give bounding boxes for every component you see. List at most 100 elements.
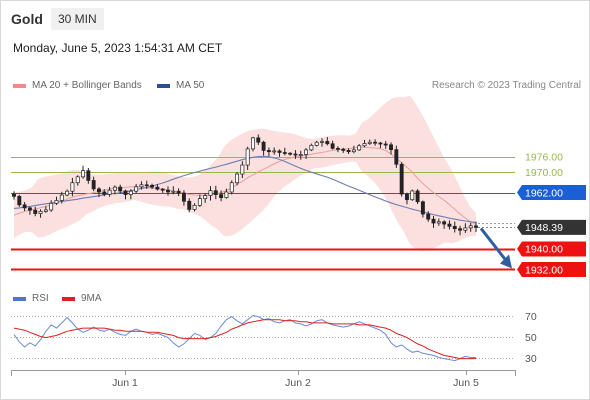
candle <box>341 147 346 153</box>
candle-body-up <box>70 182 75 192</box>
candle <box>240 161 245 179</box>
legend-bollinger: MA 20 + Bollinger Bands <box>13 80 142 91</box>
candle <box>144 180 149 190</box>
candle-body-up <box>351 149 356 153</box>
candle <box>346 148 351 154</box>
candle <box>123 189 128 200</box>
candle-body-up <box>224 191 229 198</box>
research-credit: Research © 2023 Trading Central <box>431 80 581 91</box>
candle <box>81 165 85 179</box>
legend-ma50: MA 50 <box>157 80 204 91</box>
candle <box>367 139 372 145</box>
candle-body-down <box>383 143 388 146</box>
candle-body-up <box>235 173 239 184</box>
pivot-level-label: 1962.00 <box>525 187 563 199</box>
candle <box>468 222 473 232</box>
candle <box>320 138 324 147</box>
candle-body-down <box>346 150 351 153</box>
candle-body-up <box>208 190 213 196</box>
candle-body-up <box>112 186 117 191</box>
candle-body-down <box>399 163 404 195</box>
x-tick-label: Jun 5 <box>453 377 479 389</box>
candle <box>65 189 70 197</box>
candle-body-down <box>12 193 16 197</box>
candle-body-down <box>17 195 22 206</box>
candle <box>309 143 314 152</box>
candle-body-up <box>251 137 255 150</box>
candle-body-down <box>394 149 399 165</box>
candle-body-up <box>107 189 112 195</box>
candle <box>436 218 441 226</box>
candle-body-down <box>150 184 155 188</box>
candle-body-down <box>187 200 192 210</box>
candle <box>378 141 383 149</box>
candle-body-down <box>378 142 383 145</box>
candle <box>325 136 330 146</box>
candle-body-up <box>304 149 309 155</box>
timeframe-button[interactable]: 30 MIN <box>51 8 104 30</box>
candle <box>272 147 277 155</box>
candle <box>213 185 218 200</box>
rsi-tick-label: 30 <box>525 353 537 365</box>
candle <box>134 183 139 194</box>
candle <box>229 180 234 195</box>
candle <box>288 152 293 156</box>
candle-body-down <box>442 221 447 225</box>
candle-body-up <box>357 145 362 151</box>
candle <box>426 211 431 222</box>
candle <box>118 184 123 194</box>
rsi-swatch <box>13 296 26 301</box>
candle-body-up <box>410 190 415 201</box>
candle <box>181 190 186 206</box>
candle-body-up <box>320 141 324 143</box>
support-label-tag <box>517 241 586 257</box>
candle <box>235 172 239 186</box>
candle <box>442 220 447 229</box>
candle-body-up <box>139 184 144 188</box>
last_price-level-label: 1948.39 <box>525 222 563 234</box>
candle-body-down <box>155 186 160 190</box>
rsi-line <box>13 314 476 362</box>
bollinger-band-layer <box>14 95 476 252</box>
candle <box>447 220 452 230</box>
x-tick-label: Jun 2 <box>285 377 311 389</box>
candle <box>208 186 213 201</box>
candle-body-down <box>261 141 266 151</box>
support-level-label: 1932.00 <box>525 264 563 276</box>
candle <box>420 200 425 218</box>
candle-body-up <box>49 202 54 211</box>
candle-body-up <box>43 209 48 212</box>
candle-body-down <box>405 193 409 201</box>
candle <box>22 201 27 211</box>
candle <box>224 188 229 199</box>
candle <box>431 215 436 228</box>
candle <box>463 223 468 233</box>
candle-body-up <box>203 195 208 200</box>
candle <box>107 186 112 197</box>
price-levels <box>11 157 515 271</box>
resistance-level-label: 1970.00 <box>525 167 563 179</box>
candle-body-down <box>431 218 436 224</box>
candle <box>54 196 59 205</box>
candle-body-down <box>27 207 32 211</box>
support-label-tag <box>517 261 586 277</box>
candle <box>219 190 224 202</box>
candle-body-down <box>474 225 478 228</box>
ma50-line <box>13 155 477 224</box>
candle <box>91 176 96 192</box>
candle-body-down <box>420 201 425 215</box>
candle-body-down <box>335 148 340 150</box>
candle-body-down <box>33 209 38 214</box>
candle <box>399 162 404 197</box>
candle <box>351 145 356 154</box>
candle-body-down <box>86 170 91 181</box>
candle <box>335 146 340 153</box>
x-tick-label: Jun 1 <box>112 377 138 389</box>
candle <box>282 147 287 156</box>
candle <box>128 189 133 200</box>
candle-body-up <box>59 194 64 201</box>
candle <box>389 142 393 155</box>
candle-body-down <box>330 143 335 149</box>
candle-body-down <box>389 144 393 151</box>
candle <box>357 144 362 151</box>
